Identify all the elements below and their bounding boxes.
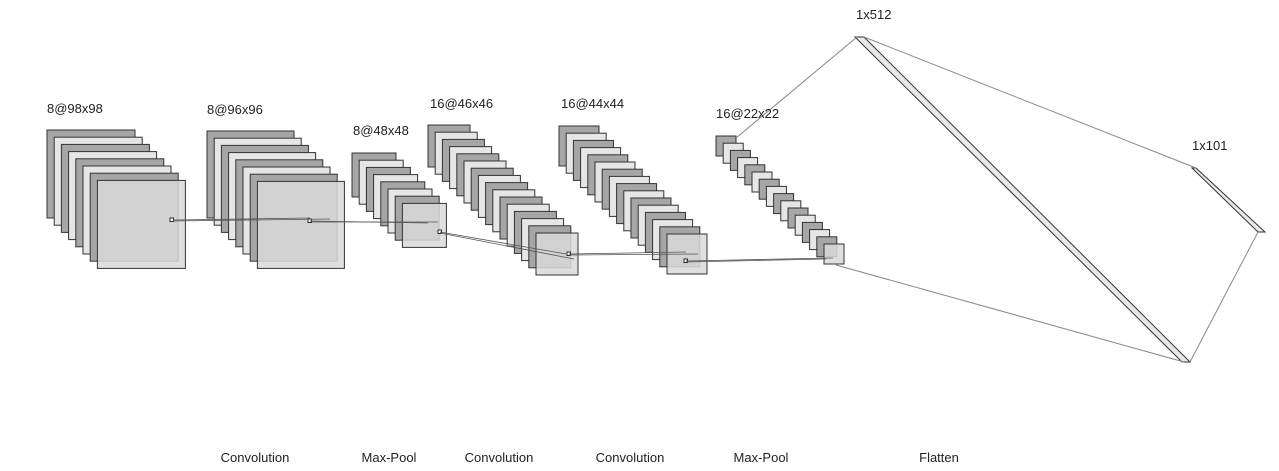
kernel-box bbox=[437, 229, 442, 234]
dense-label-2: 1x101 bbox=[1192, 138, 1227, 153]
feature-map-stacks bbox=[46, 124, 845, 276]
kernel-line bbox=[568, 253, 699, 256]
kernel-line bbox=[172, 217, 311, 221]
kernel-line bbox=[172, 218, 331, 222]
kernel-line bbox=[439, 231, 567, 255]
dense-layers bbox=[735, 36, 1267, 363]
operation-label-3: Convolution bbox=[465, 450, 534, 465]
feature-map bbox=[401, 202, 447, 248]
feature-map-stack bbox=[715, 135, 845, 265]
kernel-line bbox=[439, 232, 575, 260]
kernel-line bbox=[685, 257, 834, 262]
dense-label-1: 1x512 bbox=[856, 7, 891, 22]
kernel-connections bbox=[169, 217, 834, 263]
layer-connector-line bbox=[863, 36, 1197, 169]
layer-label-1: 8@98x98 bbox=[47, 101, 103, 116]
dense-layer-512 bbox=[853, 36, 1192, 363]
feature-map-stack bbox=[351, 152, 447, 248]
feature-map bbox=[823, 243, 845, 265]
layer-label-5: 16@44x44 bbox=[561, 96, 624, 111]
layer-connector-line bbox=[835, 264, 1185, 363]
operation-label-6: Flatten bbox=[919, 450, 959, 465]
layer-label-6: 16@22x22 bbox=[716, 106, 779, 121]
feature-map-stack bbox=[206, 130, 345, 269]
layer-label-3: 8@48x48 bbox=[353, 123, 409, 138]
operation-label-1: Convolution bbox=[221, 450, 290, 465]
dense-layer-101 bbox=[1190, 167, 1267, 233]
operation-label-4: Convolution bbox=[596, 450, 665, 465]
layer-connector-line bbox=[1189, 231, 1259, 363]
kernel-line bbox=[685, 258, 827, 263]
feature-map-stack bbox=[558, 125, 708, 275]
feature-map-stack bbox=[427, 124, 579, 276]
layer-connector-line bbox=[735, 36, 858, 139]
layer-label-2: 8@96x96 bbox=[207, 102, 263, 117]
kernel-box bbox=[169, 217, 174, 222]
feature-map bbox=[256, 180, 345, 269]
operation-label-5: Max-Pool bbox=[734, 450, 789, 465]
layer-label-4: 16@46x46 bbox=[430, 96, 493, 111]
operation-label-2: Max-Pool bbox=[362, 450, 417, 465]
kernel-line bbox=[568, 251, 687, 255]
feature-map-stack bbox=[46, 129, 186, 269]
feature-map bbox=[96, 179, 186, 269]
